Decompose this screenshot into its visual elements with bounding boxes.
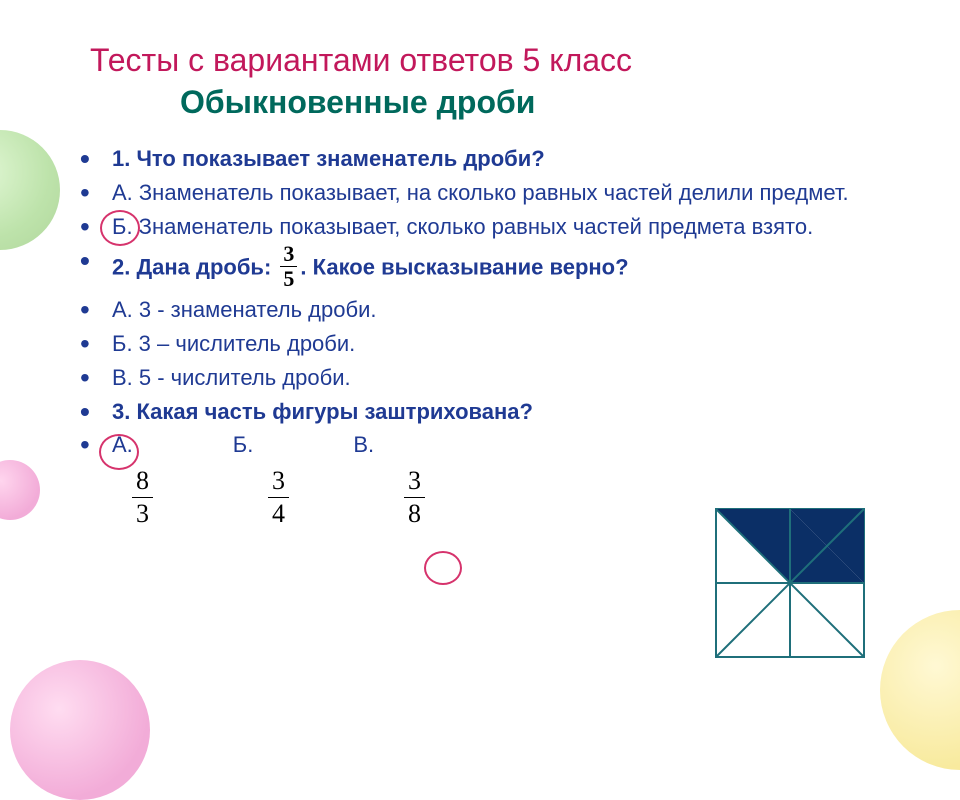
q3-fraction-a: 8 3 [132, 467, 153, 527]
bg-balloon-yellow [880, 610, 960, 770]
q3-option-c-label: В. [353, 429, 374, 461]
q3-option-b-label: Б. [233, 429, 254, 461]
q3-frac-c-num: 3 [404, 467, 425, 497]
q3-frac-b-den: 4 [268, 498, 289, 527]
question-list: 1. Что показывает знаменатель дроби? А. … [60, 143, 905, 461]
title-line-2: Обыкновенные дроби [90, 82, 905, 124]
answer-circle-3 [424, 551, 462, 585]
q2-option-c: В. 5 - числитель дроби. [80, 362, 905, 394]
q3-frac-c-den: 8 [404, 498, 425, 527]
q2-option-b: Б. 3 – числитель дроби. [80, 328, 905, 360]
q2-fraction-den: 5 [280, 267, 297, 290]
q1-text: 1. Что показывает знаменатель дроби? [112, 146, 545, 171]
q2-fraction: 35 [280, 243, 297, 290]
q3-figure [715, 508, 865, 658]
bg-balloon-pink-bottom [10, 660, 150, 800]
q2-text-after: . Какое высказывание верно? [300, 254, 628, 279]
slide-content: Тесты с вариантами ответов 5 класс Обыкн… [0, 0, 960, 527]
q1-option-b: Б. Знаменатель показывает, сколько равны… [80, 211, 905, 243]
q3-fraction-c: 3 8 [404, 467, 425, 527]
q3-frac-a-den: 3 [132, 498, 153, 527]
q3-frac-a-num: 8 [132, 467, 153, 497]
slide-title: Тесты с вариантами ответов 5 класс Обыкн… [60, 40, 905, 123]
q3-options-row: А. Б. В. [80, 429, 905, 461]
q1-option-b-text: Б. Знаменатель показывает, сколько равны… [112, 214, 813, 239]
q1-option-a: А. Знаменатель показывает, на сколько ра… [80, 177, 905, 209]
q3-fraction-b: 3 4 [268, 467, 289, 527]
q1-option-a-text: А. Знаменатель показывает, на сколько ра… [112, 180, 849, 205]
q2-option-a: А. 3 - знаменатель дроби. [80, 294, 905, 326]
q2-option-a-text: А. 3 - знаменатель дроби. [112, 297, 376, 322]
q1: 1. Что показывает знаменатель дроби? [80, 143, 905, 175]
q2-option-b-text: Б. 3 – числитель дроби. [112, 331, 355, 356]
q3: 3. Какая часть фигуры заштрихована? [80, 396, 905, 428]
q2-text-before: 2. Дана дробь: [112, 254, 277, 279]
q3-frac-b-num: 3 [268, 467, 289, 497]
q2-option-c-text: В. 5 - числитель дроби. [112, 365, 351, 390]
title-line-1: Тесты с вариантами ответов 5 класс [90, 42, 632, 78]
q2: 2. Дана дробь: 35. Какое высказывание ве… [80, 245, 905, 292]
q3-option-a-label: А. [112, 429, 133, 461]
q3-text: 3. Какая часть фигуры заштрихована? [112, 399, 533, 424]
q2-fraction-num: 3 [280, 243, 297, 267]
